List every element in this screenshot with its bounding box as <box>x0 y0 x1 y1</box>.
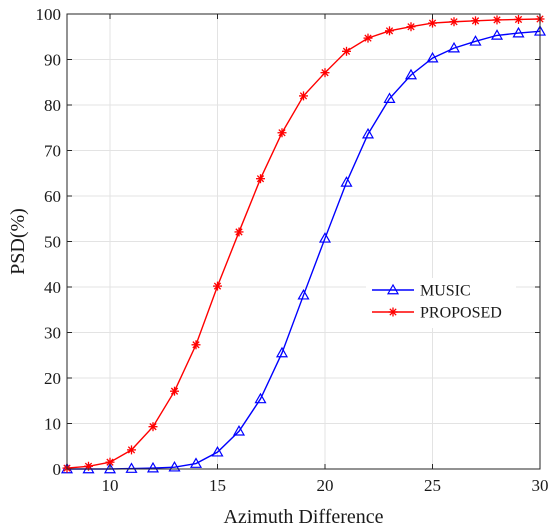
y-tick-label: 40 <box>44 278 61 297</box>
data-point-music <box>426 51 439 63</box>
y-axis-label: PSD(%) <box>7 208 29 275</box>
y-tick-label: 90 <box>44 51 61 70</box>
data-point-proposed <box>320 68 330 78</box>
data-point-music <box>189 457 203 468</box>
data-point-music <box>340 176 353 187</box>
data-point-proposed <box>514 14 523 24</box>
grid-lines <box>67 14 540 469</box>
data-point-music <box>232 425 246 436</box>
data-point-proposed <box>148 422 158 432</box>
x-tick-label: 30 <box>532 476 549 495</box>
data-point-proposed <box>191 340 201 350</box>
data-point-music <box>211 445 224 457</box>
legend-box <box>366 278 516 328</box>
legend-label-music: MUSIC <box>420 283 471 300</box>
legend-item-music: MUSIC <box>372 283 471 300</box>
y-tick-label: 60 <box>44 187 61 206</box>
data-point-proposed <box>428 18 437 28</box>
y-tick-label: 70 <box>44 142 61 161</box>
y-tick-label: 50 <box>44 233 61 252</box>
data-point-music <box>146 461 160 473</box>
data-point-music <box>275 346 289 358</box>
legend-marker-proposed <box>388 307 398 317</box>
data-point-music <box>490 29 504 40</box>
y-tick-label: 80 <box>44 96 61 115</box>
data-point-proposed <box>299 91 308 101</box>
y-tick-label: 0 <box>53 460 62 479</box>
data-point-proposed <box>385 26 394 36</box>
data-point-music <box>125 462 138 473</box>
data-point-proposed <box>170 386 179 396</box>
x-tick-label: 20 <box>317 476 334 495</box>
data-point-proposed <box>342 46 351 56</box>
data-point-proposed <box>256 174 265 184</box>
data-point-music <box>297 288 310 300</box>
series-music <box>60 25 547 474</box>
data-point-music <box>383 92 396 103</box>
y-tick-label: 10 <box>44 415 61 434</box>
x-tick-label: 25 <box>424 476 441 495</box>
legend-item-proposed: PROPOSED <box>372 305 502 322</box>
y-tick-label: 20 <box>44 369 61 388</box>
data-point-music <box>168 460 181 472</box>
x-axis-label: Azimuth Difference <box>223 506 383 528</box>
data-point-music <box>361 127 375 139</box>
series-proposed <box>62 14 545 473</box>
x-tick-label: 15 <box>209 476 226 495</box>
data-point-music <box>404 68 418 80</box>
legend: MUSIC PROPOSED <box>366 278 516 328</box>
data-point-proposed <box>213 281 222 291</box>
legend-label-proposed: PROPOSED <box>420 305 502 322</box>
legend-marker-music <box>386 283 400 295</box>
data-point-music <box>103 462 117 474</box>
y-tick-label: 100 <box>36 5 62 24</box>
series-line-proposed <box>66 18 541 469</box>
x-tick-label: 10 <box>102 476 119 495</box>
data-point-proposed <box>492 15 502 25</box>
data-point-proposed <box>363 33 373 43</box>
data-point-music <box>469 35 482 46</box>
series-layer <box>60 14 547 474</box>
data-point-music <box>447 41 461 53</box>
data-point-proposed <box>277 128 287 138</box>
series-line-music <box>67 30 541 470</box>
data-point-music <box>254 392 267 404</box>
data-point-music <box>512 26 525 38</box>
data-point-proposed <box>406 22 416 32</box>
data-point-proposed <box>234 227 244 237</box>
data-point-music <box>318 232 332 243</box>
axis-ticks: 10 15 20 25 30 0 10 20 30 40 50 60 70 80 90 100 <box>36 5 549 495</box>
data-point-proposed <box>471 16 480 26</box>
y-tick-label: 30 <box>44 324 61 343</box>
data-point-proposed <box>127 445 136 455</box>
data-point-proposed <box>449 17 459 27</box>
